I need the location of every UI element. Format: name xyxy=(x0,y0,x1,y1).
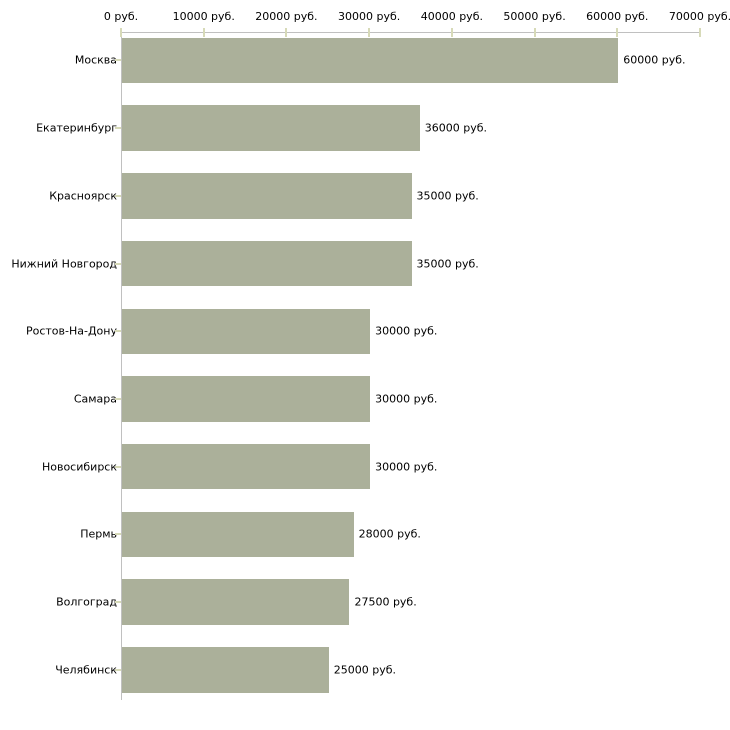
category-label: Самара xyxy=(73,392,117,406)
x-tick-label: 60000 руб. xyxy=(586,10,649,23)
y-axis-line xyxy=(121,32,122,700)
x-axis-line xyxy=(121,32,701,33)
bar-value-label: 35000 руб. xyxy=(416,257,479,271)
bar-value-label: 30000 руб. xyxy=(375,460,438,474)
category-tick-mark xyxy=(115,668,121,671)
category-label: Ростов-На-Дону xyxy=(25,324,117,338)
bar xyxy=(122,376,371,422)
bar-value-label: 60000 руб. xyxy=(623,53,686,67)
bar-value-label: 36000 руб. xyxy=(424,121,488,135)
x-tick-mark xyxy=(616,28,619,37)
x-tick-mark xyxy=(699,28,701,37)
x-tick-label: 40000 руб. xyxy=(420,10,483,23)
category-label: Екатеринбург xyxy=(36,121,117,135)
bar-value-label: 30000 руб. xyxy=(375,392,438,406)
x-tick-mark xyxy=(450,28,453,37)
category-label: Нижний Новгород xyxy=(11,257,117,271)
bar-value-label: 25000 руб. xyxy=(333,663,397,677)
category-tick-mark xyxy=(115,262,121,265)
x-tick-label: 10000 руб. xyxy=(172,10,235,23)
bar-value-label: 30000 руб. xyxy=(375,324,438,338)
category-label: Пермь xyxy=(80,527,117,541)
category-tick-mark xyxy=(115,465,121,468)
category-tick-mark xyxy=(115,59,121,62)
bar-value-label: 35000 руб. xyxy=(416,189,479,203)
x-tick-label: 20000 руб. xyxy=(255,10,318,23)
x-tick-mark xyxy=(368,28,371,37)
category-tick-mark xyxy=(115,330,121,333)
bar xyxy=(122,647,329,693)
category-label: Красноярск xyxy=(49,189,117,203)
bar xyxy=(122,37,619,84)
category-label: Москва xyxy=(74,53,117,67)
x-tick-label: 0 руб. xyxy=(103,10,139,23)
category-tick-mark xyxy=(115,127,121,130)
bar xyxy=(122,240,412,287)
x-tick-mark xyxy=(533,28,536,37)
x-tick-mark xyxy=(285,28,288,37)
bar-value-label: 27500 руб. xyxy=(354,595,417,609)
bar-value-label: 28000 руб. xyxy=(358,527,421,541)
x-tick-mark xyxy=(120,28,122,37)
category-tick-mark xyxy=(115,397,121,400)
category-tick-mark xyxy=(115,601,121,604)
x-tick-label: 30000 руб. xyxy=(338,10,401,23)
x-tick-label: 70000 руб. xyxy=(668,10,730,23)
bar xyxy=(122,105,420,151)
bar xyxy=(122,579,350,625)
category-tick-mark xyxy=(115,194,121,197)
bar xyxy=(122,511,354,558)
category-label: Новосибирск xyxy=(41,460,117,474)
category-tick-mark xyxy=(115,533,121,536)
bar xyxy=(122,443,371,490)
x-tick-mark xyxy=(202,28,205,37)
bar xyxy=(122,308,371,354)
x-tick-label: 50000 руб. xyxy=(503,10,566,23)
category-label: Челябинск xyxy=(55,663,117,677)
bar xyxy=(122,173,412,219)
category-label: Волгоград xyxy=(56,595,117,609)
